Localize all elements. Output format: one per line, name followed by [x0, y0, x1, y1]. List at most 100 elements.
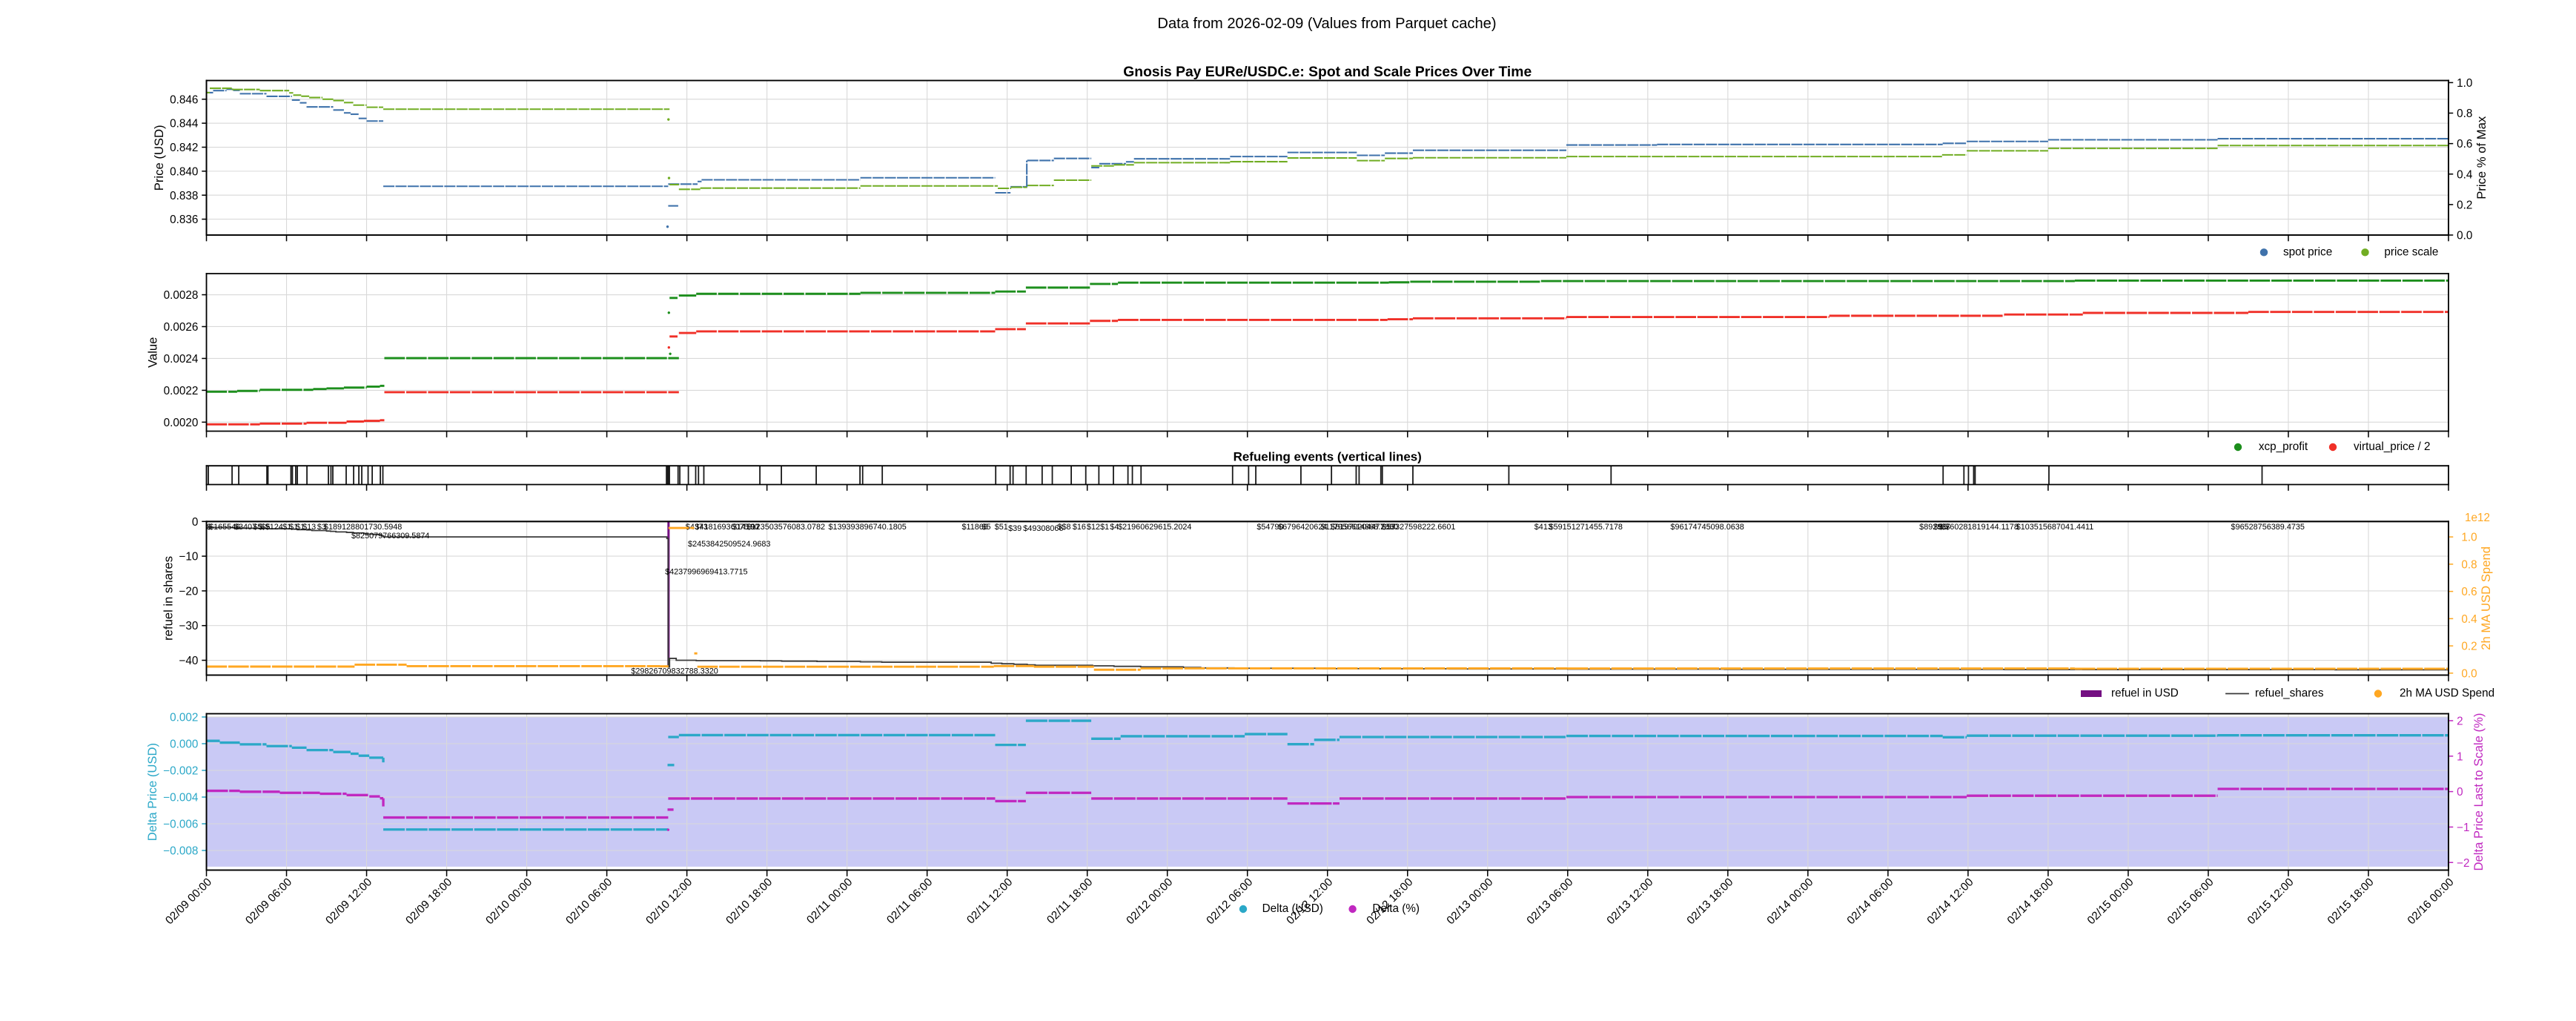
svg-text:0.0028: 0.0028 — [164, 289, 199, 302]
svg-text:$16: $16 — [1073, 523, 1086, 532]
svg-text:Delta (USD): Delta (USD) — [1262, 902, 1323, 915]
svg-text:1.0: 1.0 — [2457, 77, 2472, 90]
svg-text:$21960629615.2024: $21960629615.2024 — [1118, 523, 1191, 532]
svg-text:0.842: 0.842 — [170, 142, 198, 154]
svg-text:Value: Value — [146, 337, 160, 368]
svg-text:$165546: $165546 — [209, 523, 240, 532]
svg-text:$54790: $54790 — [1256, 523, 1283, 532]
svg-text:0.8: 0.8 — [2461, 558, 2477, 571]
svg-text:$29826709832788.3320: $29826709832788.3320 — [631, 667, 718, 675]
svg-text:$49308066: $49308066 — [1023, 524, 1063, 533]
svg-text:1: 1 — [2457, 750, 2463, 763]
svg-text:$: $ — [259, 523, 263, 532]
svg-text:$60281819144.1178: $60281819144.1178 — [1945, 523, 2019, 532]
svg-text:$12: $12 — [1087, 523, 1100, 532]
svg-text:$96528756389.4735: $96528756389.4735 — [2231, 523, 2305, 532]
svg-text:$1: $1 — [282, 523, 291, 532]
svg-text:refuel in USD: refuel in USD — [2111, 687, 2179, 699]
svg-text:$1: $1 — [289, 523, 298, 532]
svg-text:Gnosis Pay EURe/USDC.e: Spot a: Gnosis Pay EURe/USDC.e: Spot and Scale P… — [1123, 65, 1532, 80]
svg-text:price scale: price scale — [2384, 245, 2438, 258]
svg-text:$7: $7 — [1941, 523, 1950, 532]
svg-text:$39: $39 — [1008, 524, 1022, 533]
svg-text:$103515687041.4411: $103515687041.4411 — [2016, 523, 2094, 532]
svg-text:2h MA USD Spend: 2h MA USD Spend — [2479, 546, 2493, 650]
svg-text:$5: $5 — [254, 523, 262, 532]
svg-text:$1: $1 — [296, 523, 305, 532]
svg-text:Delta Price Last to Scale (%): Delta Price Last to Scale (%) — [2471, 713, 2486, 871]
svg-text:$189128801730.5948: $189128801730.5948 — [324, 523, 402, 532]
svg-text:$13327598222.6601: $13327598222.6601 — [1382, 523, 1455, 532]
svg-text:$124: $124 — [265, 523, 283, 532]
svg-text:2h MA USD Spend: 2h MA USD Spend — [2400, 687, 2494, 699]
svg-text:Refueling events (vertical lin: Refueling events (vertical lines) — [1234, 449, 1422, 463]
svg-text:−2: −2 — [2457, 857, 2469, 870]
svg-text:$2453842509524.9683: $2453842509524.9683 — [688, 540, 770, 549]
svg-text:refuel_shares: refuel_shares — [2255, 687, 2324, 699]
svg-text:$14190: $14190 — [732, 523, 759, 532]
svg-text:0.6: 0.6 — [2461, 586, 2477, 598]
svg-text:$59151271455.7178: $59151271455.7178 — [1549, 523, 1623, 532]
svg-text:$9: $9 — [1933, 523, 1942, 532]
svg-text:$4373: $4373 — [686, 523, 708, 532]
svg-text:$: $ — [207, 523, 211, 532]
svg-text:1e12: 1e12 — [2465, 512, 2490, 524]
svg-text:−1: −1 — [2457, 822, 2469, 834]
svg-text:Delta Price (USD): Delta Price (USD) — [145, 743, 159, 841]
svg-text:$139393896740.1805: $139393896740.1805 — [828, 523, 906, 532]
svg-text:$1: $1 — [1100, 523, 1109, 532]
svg-text:−0.004: −0.004 — [163, 792, 199, 804]
svg-text:spot price: spot price — [2283, 245, 2332, 258]
svg-text:$413: $413 — [1534, 523, 1552, 532]
svg-text:$4237996969413.7715: $4237996969413.7715 — [665, 567, 747, 576]
svg-text:−0.006: −0.006 — [163, 819, 198, 831]
svg-text:0.0026: 0.0026 — [164, 321, 199, 334]
svg-text:0.000: 0.000 — [170, 739, 198, 751]
svg-text:0.6: 0.6 — [2457, 138, 2472, 151]
svg-text:$4: $4 — [1110, 523, 1119, 532]
svg-text:$5: $5 — [1938, 523, 1947, 532]
svg-text:−40: −40 — [179, 655, 198, 667]
svg-text:0.0020: 0.0020 — [164, 417, 199, 429]
svg-text:0.846: 0.846 — [170, 93, 198, 106]
svg-text:$11866: $11866 — [961, 523, 987, 532]
svg-text:0.840: 0.840 — [170, 165, 198, 178]
svg-text:0.0024: 0.0024 — [164, 353, 199, 366]
svg-text:refuel in shares: refuel in shares — [161, 556, 175, 641]
svg-text:$41816936075.97: $41816936075.97 — [695, 523, 759, 532]
svg-text:$: $ — [1057, 523, 1062, 532]
svg-text:−10: −10 — [179, 551, 198, 564]
svg-text:Price % of Max: Price % of Max — [2474, 116, 2489, 199]
svg-text:0.8: 0.8 — [2457, 108, 2472, 120]
svg-text:2: 2 — [2457, 716, 2463, 728]
svg-text:0: 0 — [2457, 786, 2463, 799]
svg-text:$825079766309.5874: $825079766309.5874 — [351, 532, 429, 541]
svg-text:0.836: 0.836 — [170, 214, 198, 226]
svg-text:$123503576083.0782: $123503576083.0782 — [747, 523, 825, 532]
svg-text:0.0022: 0.0022 — [164, 385, 199, 397]
svg-text:0.844: 0.844 — [170, 118, 199, 130]
svg-text:virtual_price / 2: virtual_price / 2 — [2354, 440, 2431, 453]
svg-text:$3: $3 — [317, 523, 326, 532]
svg-text:$81970204477.57: $81970204477.57 — [1331, 523, 1395, 532]
svg-text:Delta (%): Delta (%) — [1372, 902, 1420, 915]
svg-text:0.002: 0.002 — [170, 712, 198, 724]
svg-text:−0.008: −0.008 — [163, 845, 198, 858]
svg-text:0: 0 — [192, 516, 198, 529]
svg-text:$96174745098.0638: $96174745098.0638 — [1670, 523, 1744, 532]
svg-text:$13: $13 — [302, 523, 316, 532]
svg-text:0.0: 0.0 — [2457, 230, 2472, 242]
svg-text:$6796420624: $6796420624 — [1278, 523, 1327, 532]
svg-text:0.2: 0.2 — [2461, 641, 2477, 653]
svg-text:Price (USD): Price (USD) — [152, 125, 166, 191]
svg-text:−0.002: −0.002 — [163, 765, 198, 778]
svg-text:$5: $5 — [981, 523, 990, 532]
svg-text:$8: $8 — [1062, 523, 1070, 532]
svg-text:0.4: 0.4 — [2461, 613, 2477, 626]
svg-text:0.4: 0.4 — [2457, 168, 2473, 181]
svg-text:0.0: 0.0 — [2461, 667, 2477, 680]
svg-text:$8929: $8929 — [1919, 523, 1941, 532]
svg-text:0.2: 0.2 — [2457, 199, 2472, 211]
svg-text:1.0: 1.0 — [2461, 532, 2477, 544]
svg-text:$51: $51 — [995, 523, 1008, 532]
